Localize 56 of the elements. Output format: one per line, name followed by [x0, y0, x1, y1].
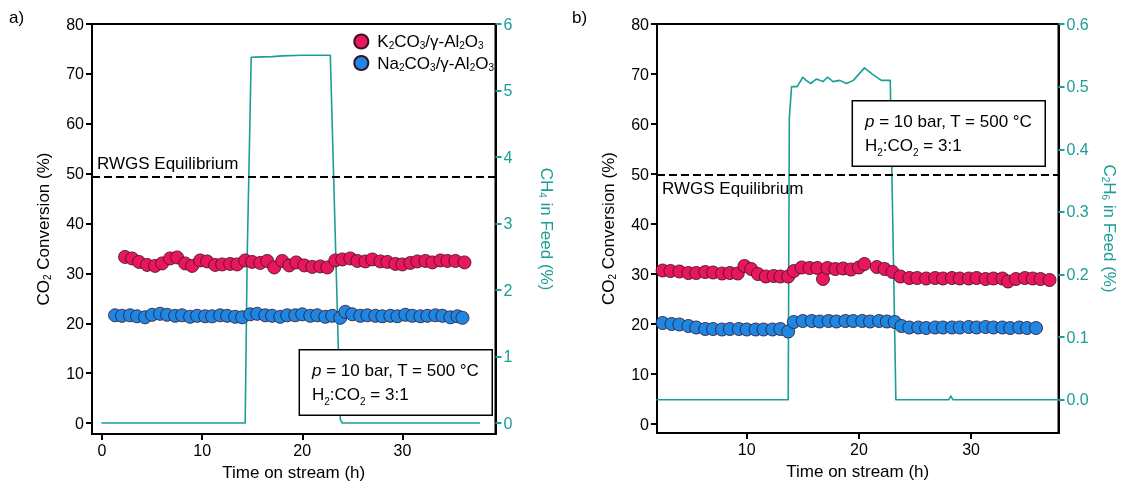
x-axis-title: Time on stream (h) [786, 462, 930, 481]
y-tick-label: 40 [66, 215, 85, 233]
point [455, 310, 470, 325]
y-tick-label: 80 [631, 15, 650, 33]
x-tick-label: 20 [293, 441, 312, 459]
ref-line-label: RWGS Equilibrium [97, 154, 239, 174]
y2-tick-label: 3 [503, 215, 513, 233]
y-tick-label: 60 [631, 115, 650, 133]
x-tick-label: 20 [849, 440, 868, 458]
y-tick-label: 70 [631, 65, 650, 83]
y-tick-label: 20 [631, 315, 650, 333]
y2-tick-label: 2 [503, 281, 513, 299]
legend-label: K2CO3/γ-Al2O3 [377, 32, 485, 51]
y-tick-label: 80 [66, 15, 85, 33]
y-tick-label: 0 [640, 415, 650, 433]
y2-tick-label: 0 [503, 414, 513, 432]
y-tick-label: 40 [631, 215, 650, 233]
y2-tick-label: 1 [503, 348, 513, 366]
y-tick-label: 50 [631, 165, 650, 183]
legend-label: Na2CO3/γ-Al2O3 [377, 53, 495, 73]
y-axis-title: CO2 Conversion (%) [33, 152, 53, 306]
chart-title: b) [572, 8, 588, 27]
y2-tick-label: 6 [503, 15, 513, 33]
x-tick-label: 30 [393, 441, 412, 459]
y-tick-label: 10 [631, 365, 650, 383]
x-tick-label: 30 [962, 440, 981, 458]
y-tick-label: 0 [75, 414, 85, 432]
y2-tick-label: 0.4 [1066, 140, 1089, 158]
y2-tick-label: 4 [503, 148, 513, 166]
chart-title: a) [9, 8, 25, 27]
y2-tick-label: 0.6 [1066, 15, 1089, 33]
y-tick-label: 30 [66, 264, 85, 282]
y-tick-label: 30 [631, 265, 650, 283]
y-tick-label: 50 [66, 165, 85, 183]
point [816, 272, 830, 286]
y2-tick-label: 0.1 [1066, 328, 1089, 346]
y-tick-label: 60 [66, 115, 85, 133]
x-tick-label: 0 [97, 441, 107, 459]
point [457, 255, 472, 270]
y-axis-title: CO2 Conversion (%) [598, 152, 618, 305]
y2-axis-title: C2H6 in Feed (%) [1100, 164, 1119, 293]
point [857, 257, 872, 271]
y2-tick-label: 5 [503, 82, 513, 99]
y-tick-label: 70 [66, 65, 85, 83]
point [1042, 273, 1057, 287]
point [1029, 321, 1043, 335]
y2-tick-label: 0.3 [1066, 203, 1089, 221]
x-tick-label: 10 [193, 441, 212, 459]
y-tick-label: 10 [66, 364, 85, 382]
x-axis-title: Time on stream (h) [222, 463, 366, 482]
x-tick-label: 10 [737, 440, 756, 458]
y2-tick-label: 0.0 [1066, 391, 1089, 409]
y-tick-label: 20 [66, 314, 85, 332]
y2-tick-label: 0.2 [1066, 266, 1089, 284]
y2-axis-title: CH4 in Feed (%) [537, 167, 556, 291]
y2-tick-label: 0.5 [1066, 78, 1089, 96]
